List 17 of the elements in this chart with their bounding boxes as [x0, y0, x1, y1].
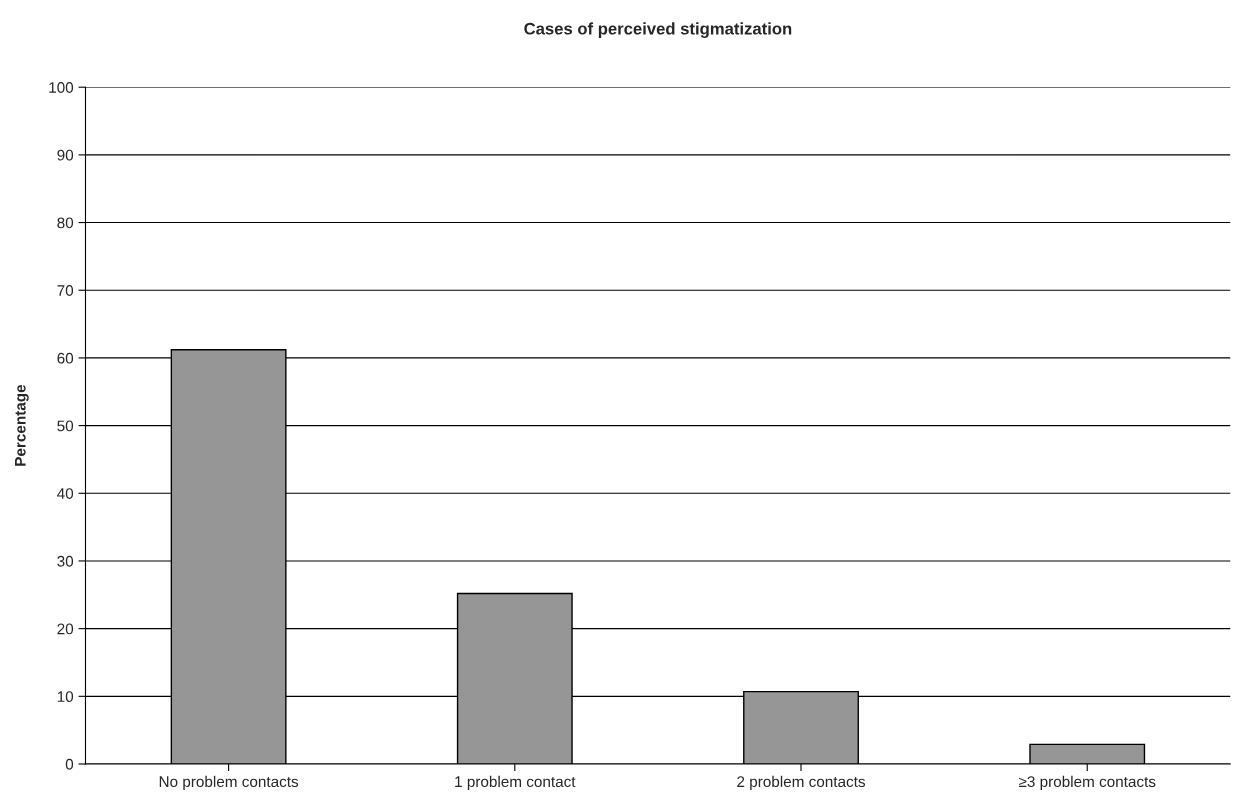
y-tick-label: 70 [57, 285, 74, 296]
y-tick-label: 50 [57, 420, 74, 432]
chart-title: Cases of perceived stigmatization [524, 22, 792, 38]
y-tick-label: 40 [57, 488, 74, 499]
x-tick-label: 2 problem contacts [737, 775, 866, 791]
y-tick-label: 10 [57, 691, 74, 703]
x-tick-label: 1 problem contact [455, 775, 576, 791]
y-tick-label: 90 [57, 149, 74, 161]
y-tick-label: 20 [57, 623, 74, 635]
x-tick-label: ≥3 problem contacts [1018, 775, 1156, 791]
x-tick-label: No problem contacts [159, 775, 299, 791]
y-axis-title: Percentage [15, 384, 29, 466]
y-tick-label: 30 [57, 555, 74, 567]
y-tick-label: 0 [65, 758, 74, 770]
y-tick-label: 80 [57, 217, 74, 229]
y-tick-label: 60 [57, 352, 74, 364]
y-tick-label: 100 [49, 82, 74, 93]
